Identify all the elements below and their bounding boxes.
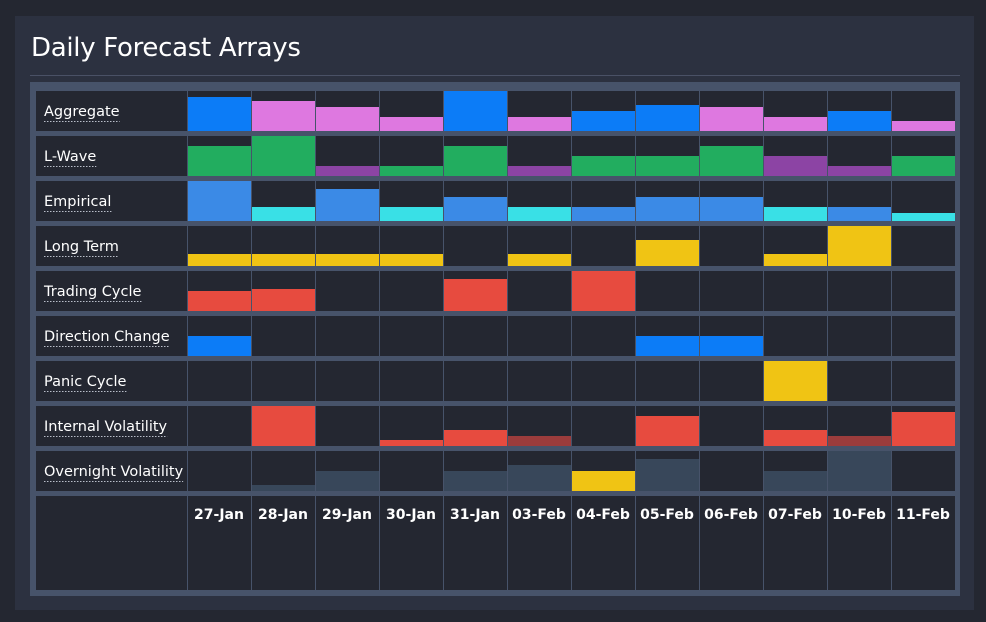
- bar-l-wave-28-jan[interactable]: [251, 136, 315, 176]
- date-label-31-jan: 31-Jan: [450, 507, 500, 523]
- bar-empirical-31-jan[interactable]: [443, 197, 507, 221]
- bar-direction-change-05-feb[interactable]: [635, 336, 699, 356]
- bar-empirical-27-jan[interactable]: [187, 181, 251, 221]
- bar-overnight-volatility-31-jan[interactable]: [443, 471, 507, 491]
- bar-empirical-28-jan[interactable]: [251, 207, 315, 221]
- bar-empirical-03-feb[interactable]: [507, 207, 571, 221]
- bar-aggregate-27-jan[interactable]: [187, 97, 251, 131]
- bar-l-wave-03-feb[interactable]: [507, 166, 571, 176]
- date-label-28-jan: 28-Jan: [258, 507, 308, 523]
- bar-long-term-30-jan[interactable]: [379, 254, 443, 266]
- bar-l-wave-05-feb[interactable]: [635, 156, 699, 176]
- bar-l-wave-04-feb[interactable]: [571, 156, 635, 176]
- bar-aggregate-07-feb[interactable]: [763, 117, 827, 131]
- bar-aggregate-31-jan[interactable]: [443, 91, 507, 131]
- bar-aggregate-04-feb[interactable]: [571, 111, 635, 131]
- bar-long-term-28-jan[interactable]: [251, 254, 315, 266]
- bar-l-wave-07-feb[interactable]: [763, 156, 827, 176]
- date-axis: [36, 496, 955, 590]
- bar-overnight-volatility-03-feb[interactable]: [507, 465, 571, 491]
- bar-long-term-03-feb[interactable]: [507, 254, 571, 266]
- bar-empirical-29-jan[interactable]: [315, 189, 379, 221]
- bar-aggregate-03-feb[interactable]: [507, 117, 571, 131]
- bar-empirical-30-jan[interactable]: [379, 207, 443, 221]
- bar-internal-volatility-07-feb[interactable]: [763, 430, 827, 446]
- row-direction-change: [36, 316, 955, 356]
- row-label-overnight-volatility[interactable]: Overnight Volatility: [44, 464, 184, 480]
- bar-overnight-volatility-04-feb[interactable]: [571, 471, 635, 491]
- bar-direction-change-06-feb[interactable]: [699, 336, 763, 356]
- row-label-aggregate[interactable]: Aggregate: [44, 104, 120, 120]
- bar-direction-change-27-jan[interactable]: [187, 336, 251, 356]
- bar-overnight-volatility-10-feb[interactable]: [827, 451, 891, 491]
- bar-long-term-07-feb[interactable]: [763, 254, 827, 266]
- date-label-06-feb: 06-Feb: [704, 507, 758, 523]
- bar-internal-volatility-10-feb[interactable]: [827, 436, 891, 446]
- bar-empirical-06-feb[interactable]: [699, 197, 763, 221]
- bar-internal-volatility-11-feb[interactable]: [891, 412, 955, 446]
- bar-panic-cycle-07-feb[interactable]: [763, 361, 827, 401]
- date-label-27-jan: 27-Jan: [194, 507, 244, 523]
- date-label-05-feb: 05-Feb: [640, 507, 694, 523]
- bar-trading-cycle-28-jan[interactable]: [251, 289, 315, 311]
- row-label-direction-change[interactable]: Direction Change: [44, 329, 170, 345]
- bar-l-wave-30-jan[interactable]: [379, 166, 443, 176]
- bar-aggregate-28-jan[interactable]: [251, 101, 315, 131]
- bar-empirical-10-feb[interactable]: [827, 207, 891, 221]
- page-title: Daily Forecast Arrays: [31, 33, 301, 63]
- bar-l-wave-11-feb[interactable]: [891, 156, 955, 176]
- bar-empirical-07-feb[interactable]: [763, 207, 827, 221]
- bar-overnight-volatility-05-feb[interactable]: [635, 459, 699, 491]
- date-label-04-feb: 04-Feb: [576, 507, 630, 523]
- bar-empirical-04-feb[interactable]: [571, 207, 635, 221]
- bar-long-term-10-feb[interactable]: [827, 226, 891, 266]
- row-label-empirical[interactable]: Empirical: [44, 194, 111, 210]
- bar-aggregate-06-feb[interactable]: [699, 107, 763, 131]
- bar-empirical-11-feb[interactable]: [891, 213, 955, 221]
- date-label-29-jan: 29-Jan: [322, 507, 372, 523]
- date-label-11-feb: 11-Feb: [896, 507, 950, 523]
- bar-long-term-29-jan[interactable]: [315, 254, 379, 266]
- bar-l-wave-29-jan[interactable]: [315, 166, 379, 176]
- bar-trading-cycle-31-jan[interactable]: [443, 279, 507, 311]
- row-label-long-term[interactable]: Long Term: [44, 239, 119, 255]
- row-label-panic-cycle[interactable]: Panic Cycle: [44, 374, 126, 390]
- bar-overnight-volatility-29-jan[interactable]: [315, 471, 379, 491]
- bar-overnight-volatility-28-jan[interactable]: [251, 485, 315, 491]
- bar-aggregate-05-feb[interactable]: [635, 105, 699, 131]
- date-label-10-feb: 10-Feb: [832, 507, 886, 523]
- bar-internal-volatility-31-jan[interactable]: [443, 430, 507, 446]
- bar-internal-volatility-05-feb[interactable]: [635, 416, 699, 446]
- bar-internal-volatility-03-feb[interactable]: [507, 436, 571, 446]
- bar-l-wave-31-jan[interactable]: [443, 146, 507, 176]
- bar-l-wave-06-feb[interactable]: [699, 146, 763, 176]
- bar-internal-volatility-28-jan[interactable]: [251, 406, 315, 446]
- bar-long-term-05-feb[interactable]: [635, 240, 699, 266]
- date-label-07-feb: 07-Feb: [768, 507, 822, 523]
- row-label-trading-cycle[interactable]: Trading Cycle: [43, 284, 142, 300]
- date-label-30-jan: 30-Jan: [386, 507, 436, 523]
- bar-l-wave-10-feb[interactable]: [827, 166, 891, 176]
- bar-aggregate-30-jan[interactable]: [379, 117, 443, 131]
- bar-long-term-27-jan[interactable]: [187, 254, 251, 266]
- title-divider: [30, 75, 960, 76]
- date-label-03-feb: 03-Feb: [512, 507, 566, 523]
- bar-aggregate-10-feb[interactable]: [827, 111, 891, 131]
- bar-trading-cycle-04-feb[interactable]: [571, 271, 635, 311]
- bar-aggregate-11-feb[interactable]: [891, 121, 955, 131]
- bar-internal-volatility-30-jan[interactable]: [379, 440, 443, 446]
- row-label-l-wave[interactable]: L-Wave: [44, 149, 96, 165]
- bar-empirical-05-feb[interactable]: [635, 197, 699, 221]
- bar-l-wave-27-jan[interactable]: [187, 146, 251, 176]
- bar-overnight-volatility-07-feb[interactable]: [763, 471, 827, 491]
- bar-aggregate-29-jan[interactable]: [315, 107, 379, 131]
- bar-trading-cycle-27-jan[interactable]: [187, 291, 251, 311]
- row-label-internal-volatility[interactable]: Internal Volatility: [44, 419, 168, 435]
